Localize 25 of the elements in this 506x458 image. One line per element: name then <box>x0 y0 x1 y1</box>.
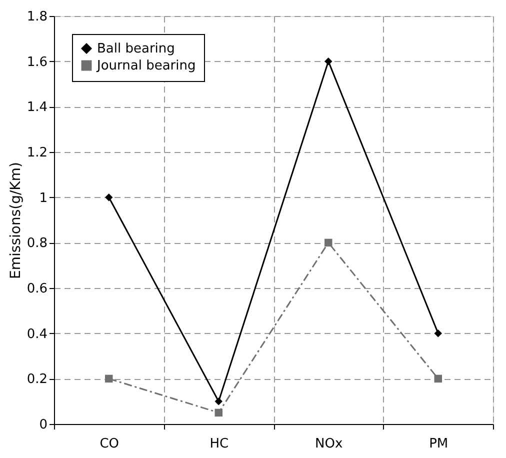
legend-label: Ball bearing <box>97 42 175 56</box>
point <box>214 397 222 406</box>
point <box>324 57 332 66</box>
point <box>214 408 222 417</box>
y-tick-label: 1 <box>39 190 48 206</box>
point <box>324 238 332 247</box>
x-tick-label: HC <box>210 436 229 452</box>
y-tick-label: 0.6 <box>26 282 48 296</box>
point <box>105 193 113 202</box>
y-tick-label: 0.8 <box>26 236 48 252</box>
point <box>434 374 442 383</box>
y-tick-label: 1.8 <box>26 10 48 24</box>
y-axis-title: Emissions(g/Km) <box>8 162 24 279</box>
legend-label: Journal bearing <box>96 58 196 74</box>
x-tick-label: NOx <box>315 436 344 452</box>
point <box>434 329 442 338</box>
x-tick-label: CO <box>100 436 120 452</box>
point <box>105 374 113 383</box>
y-tick-label: 1.4 <box>26 100 48 116</box>
y-tick-label: 0.2 <box>26 372 48 388</box>
y-tick-label: 1.6 <box>26 54 48 70</box>
x-tick-label: PM <box>429 436 448 452</box>
y-tick-label: 0 <box>39 418 48 432</box>
y-tick-label: 0.4 <box>26 326 48 342</box>
y-tick-label: 1.2 <box>26 146 48 160</box>
